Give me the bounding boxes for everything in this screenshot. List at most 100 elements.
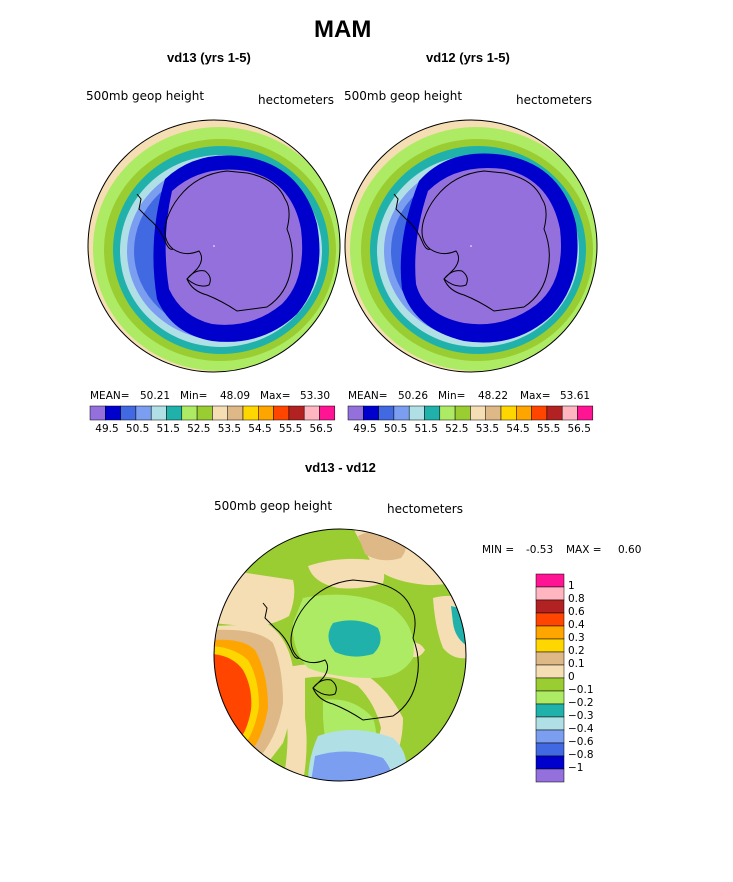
colorbar-swatch [120, 405, 137, 421]
colorbar-swatch [288, 405, 305, 421]
colorbar-swatch [105, 405, 121, 421]
panel-1-min-label: Min= [180, 390, 208, 402]
panel-1-max-value: 53.30 [300, 390, 331, 402]
diff-panel-polar-map [213, 528, 467, 782]
colorbar-swatch [535, 755, 565, 770]
panel-1-variable-label: 500mb geop height [86, 89, 205, 103]
colorbar-swatch [535, 573, 565, 588]
colorbar-swatch [408, 405, 425, 421]
colorbar-tick-label: 0.6 [568, 606, 585, 618]
colorbar-swatch [535, 599, 565, 614]
panel-2-colorbar [347, 405, 594, 421]
colorbar-swatch [535, 690, 565, 705]
colorbar-swatch [135, 405, 152, 421]
colorbar-tick-label: −0.2 [568, 697, 594, 709]
colorbar-swatch [393, 405, 410, 421]
diff-panel-max-value: 0.60 [618, 544, 642, 556]
colorbar-tick-label: 54.5 [248, 423, 272, 435]
colorbar-tick-label: 55.5 [536, 423, 561, 435]
panel-1-max-label: Max= [260, 390, 291, 402]
panel-1-colorbar [89, 405, 336, 421]
colorbar-tick-label: 0.4 [568, 619, 585, 631]
diff-panel-max-label: MAX = [566, 544, 602, 556]
panel-1-min-value: 48.09 [220, 390, 251, 402]
colorbar-tick-label: 0 [568, 671, 575, 683]
colorbar-swatch [439, 405, 456, 421]
colorbar-tick-label: 51.5 [414, 423, 438, 435]
panel-1-polar-map [87, 119, 341, 373]
colorbar-tick-label: 51.5 [156, 423, 180, 435]
colorbar-tick-label: 50.5 [125, 423, 150, 435]
colorbar-tick-label: 0.2 [568, 645, 585, 657]
colorbar-tick-label: −0.4 [568, 723, 594, 735]
colorbar-swatch [363, 405, 379, 421]
colorbar-swatch [516, 405, 532, 421]
colorbar-tick-label: −0.3 [568, 710, 594, 722]
colorbar-swatch [150, 405, 167, 421]
colorbar-tick-label: 0.3 [568, 632, 585, 644]
colorbar-swatch [500, 405, 517, 421]
colorbar-tick-label: 53.5 [217, 423, 242, 435]
colorbar-tick-label: 52.5 [187, 423, 211, 435]
colorbar-swatch [454, 405, 471, 421]
panel-2-min-value: 48.22 [478, 390, 509, 402]
colorbar-swatch [535, 716, 565, 731]
colorbar-tick-label: 1 [568, 580, 575, 592]
panel-2-min-label: Min= [438, 390, 466, 402]
colorbar-tick-label: 49.5 [353, 423, 377, 435]
colorbar-tick-label: 56.5 [309, 423, 333, 435]
colorbar-swatch [89, 405, 106, 421]
colorbar-swatch [319, 405, 336, 421]
panel-2-title: vd12 (yrs 1-5) [426, 50, 510, 65]
colorbar-swatch [273, 405, 290, 421]
colorbar-tick-label: 56.5 [567, 423, 591, 435]
panel-2-mean-label: MEAN= [348, 390, 388, 402]
colorbar-swatch [196, 405, 213, 421]
colorbar-swatch [535, 664, 565, 679]
colorbar-swatch [535, 612, 565, 627]
colorbar-swatch [470, 405, 486, 421]
colorbar-tick-label: 53.5 [475, 423, 500, 435]
panel-2-max-label: Max= [520, 390, 551, 402]
colorbar-tick-label: −0.1 [568, 684, 594, 696]
colorbar-tick-label: 52.5 [445, 423, 469, 435]
colorbar-swatch [546, 405, 563, 421]
colorbar-swatch [535, 768, 565, 783]
figure-title: MAM [314, 16, 372, 43]
panel-2-variable-label: 500mb geop height [344, 89, 463, 103]
diff-panel-min-label: MIN = [482, 544, 515, 556]
colorbar-swatch [378, 405, 395, 421]
colorbar-swatch [485, 405, 502, 421]
colorbar-swatch [535, 729, 565, 744]
panel-2-polar-map [344, 119, 598, 373]
colorbar-swatch [577, 405, 594, 421]
colorbar-tick-label: 0.8 [568, 593, 585, 605]
colorbar-swatch [561, 405, 578, 421]
colorbar-swatch [303, 405, 320, 421]
colorbar-tick-label: −0.6 [568, 736, 594, 748]
colorbar-swatch [535, 586, 565, 601]
panel-2-max-value: 53.61 [560, 390, 591, 402]
colorbar-swatch [535, 638, 565, 653]
colorbar-tick-label: 49.5 [95, 423, 119, 435]
panel-2-units-label: hectometers [516, 93, 592, 107]
panel-1-title: vd13 (yrs 1-5) [167, 50, 251, 65]
colorbar-swatch [535, 742, 565, 757]
panel-1-mean-value: 50.21 [140, 390, 171, 402]
colorbar-swatch [227, 405, 244, 421]
colorbar-swatch [535, 703, 565, 718]
colorbar-swatch [531, 405, 548, 421]
colorbar-tick-label: 55.5 [278, 423, 303, 435]
diff-panel-min-value: -0.53 [526, 544, 554, 556]
colorbar-swatch [535, 677, 565, 692]
diff-panel-variable-label: 500mb geop height [214, 499, 333, 513]
panel-1-units-label: hectometers [258, 93, 334, 107]
colorbar-tick-label: 50.5 [383, 423, 408, 435]
panel-2-mean-value: 50.26 [398, 390, 429, 402]
colorbar-swatch [181, 405, 198, 421]
colorbar-tick-label: −0.8 [568, 749, 594, 761]
panel-1-mean-label: MEAN= [90, 390, 130, 402]
colorbar-tick-label: −1 [568, 762, 584, 774]
colorbar-swatch [424, 405, 441, 421]
diff-panel-colorbar [535, 573, 565, 783]
